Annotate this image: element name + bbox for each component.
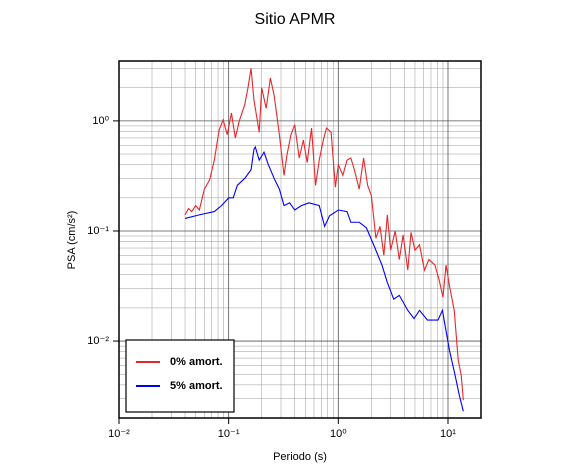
series-line (184, 68, 464, 401)
chart-title: Sitio APMR (255, 11, 336, 28)
legend-box (125, 339, 235, 413)
x-tick-label: 10⁻¹ (218, 428, 240, 440)
x-axis-label: Periodo (s) (273, 451, 327, 463)
legend-label: 0% amort. (170, 356, 223, 368)
y-tick-label: 10⁰ (92, 115, 109, 127)
y-tick-label: 10⁻² (87, 335, 109, 347)
x-tick-label: 10⁻² (108, 428, 130, 440)
series-line (184, 145, 464, 412)
x-tick-label: 10⁰ (330, 428, 347, 440)
plot-frame (118, 60, 482, 419)
y-axis-label: PSA (cm/s²) (66, 211, 78, 270)
y-tick-label: 10⁻¹ (87, 225, 109, 237)
legend-label: 5% amort. (170, 380, 223, 392)
x-tick-label: 10¹ (440, 428, 456, 440)
